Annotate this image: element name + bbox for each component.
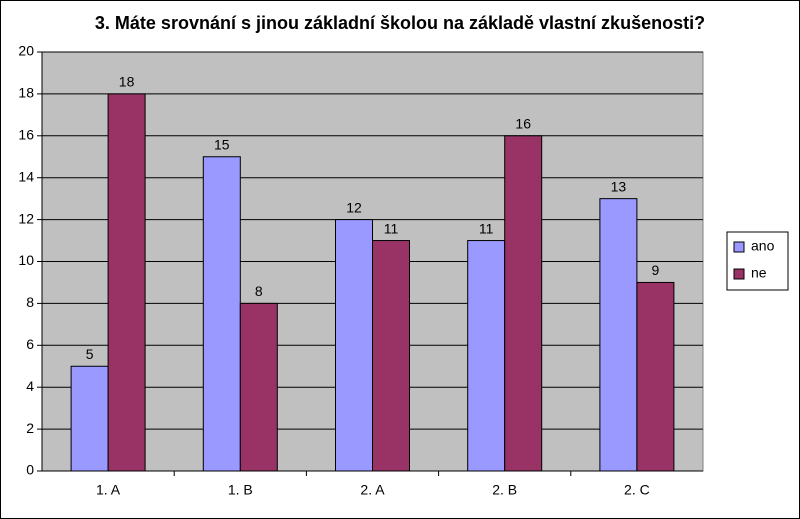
bar	[107, 93, 146, 472]
bar	[372, 240, 410, 472]
value-label: 5	[86, 346, 94, 362]
y-tick-label: 0	[26, 462, 34, 478]
y-tick-label: 12	[18, 210, 34, 226]
y-tick-label: 8	[26, 294, 34, 310]
value-label: 11	[479, 220, 494, 236]
x-tick-label: 2. B	[492, 482, 517, 498]
y-tick-label: 10	[18, 252, 34, 268]
bar	[504, 135, 543, 472]
bar	[239, 302, 278, 472]
y-tick-label: 18	[18, 85, 34, 101]
value-label: 15	[214, 136, 230, 152]
y-tick-label: 20	[18, 43, 34, 59]
value-label: 11	[384, 220, 399, 236]
value-label: 16	[515, 116, 531, 132]
value-label: 18	[119, 74, 135, 90]
value-label: 8	[255, 283, 263, 299]
y-tick-label: 16	[18, 127, 34, 143]
chart-title: 3. Máte srovnání s jinou základní školou…	[95, 13, 705, 33]
x-tick-label: 2. C	[624, 482, 650, 498]
value-label: 13	[611, 178, 627, 194]
legend-swatch	[733, 241, 745, 253]
bar	[70, 365, 109, 472]
bar	[636, 281, 675, 472]
y-tick-label: 14	[18, 168, 34, 184]
legend-label: ne	[751, 265, 767, 281]
bar	[599, 198, 638, 472]
y-tick-label: 6	[26, 336, 34, 352]
x-tick-label: 2. A	[360, 482, 385, 498]
value-label: 12	[346, 199, 362, 215]
x-tick-label: 1. B	[228, 482, 253, 498]
bar	[467, 240, 506, 472]
legend-label: ano	[751, 238, 775, 254]
legend-swatch	[733, 268, 745, 280]
y-tick-label: 2	[26, 420, 34, 436]
value-label: 9	[652, 262, 660, 278]
bar	[202, 156, 241, 472]
bar	[335, 219, 373, 472]
x-tick-label: 1. A	[96, 482, 121, 498]
y-tick-label: 4	[26, 378, 34, 394]
